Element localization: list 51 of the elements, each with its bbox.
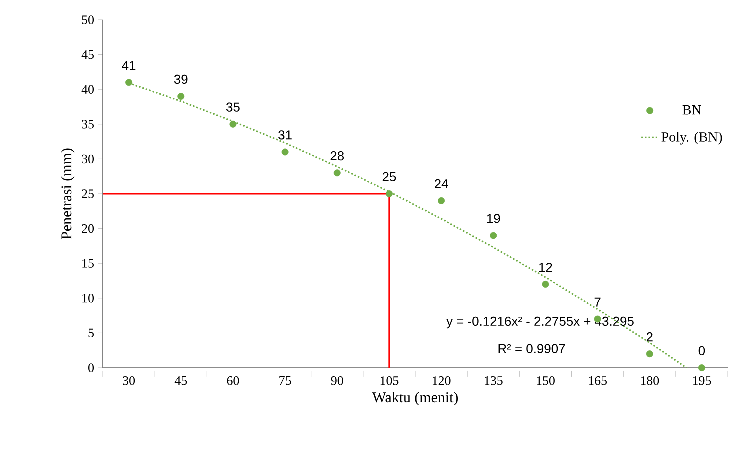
y-tick-label: 10 [82,294,94,303]
x-tick-label: 30 [123,376,136,386]
point [646,350,654,358]
x-tick-label: 75 [280,376,292,386]
y-tick-label: 35 [82,120,94,129]
y-tick-label: 15 [82,259,94,268]
point [126,79,133,86]
point [438,197,446,204]
x-tick-label: 135 [485,376,503,386]
x-tick-label: 150 [537,376,555,386]
data-label: 35 [226,102,240,112]
data-label: 12 [539,262,552,272]
point [282,148,289,156]
y-tick-label: 45 [82,50,94,60]
y-tick-label: 5 [88,328,94,338]
y-tick-label: 30 [82,154,94,164]
x-tick-label: 180 [641,376,660,386]
data-label: 0 [698,346,706,356]
point [542,280,550,288]
y-axis-title: Penetrasi (mm) [61,148,75,240]
y-tick-label: 20 [82,224,94,234]
point [386,190,393,198]
point [230,120,237,128]
y-tick-label: 0 [88,364,94,372]
point [698,364,706,372]
legend-label: BN [682,106,702,115]
point [490,232,498,240]
data-label: 7 [594,298,601,307]
legend-label: Poly. (BN) [662,132,722,145]
data-label: 25 [382,172,396,182]
data-label: 24 [435,179,448,188]
x-tick-label: 105 [380,376,399,386]
y-tick-label: 40 [82,85,94,94]
point [178,93,185,100]
y-tick-label: 25 [82,190,94,198]
data-label: 39 [174,74,188,84]
x-axis-title: Waktu (menit) [372,392,458,406]
x-tick-label: 45 [174,376,188,386]
data-label: 28 [330,151,344,161]
data-label: 31 [278,130,292,140]
annotation: R² = 0.9907 [498,344,566,354]
x-tick-label: 90 [331,376,344,386]
x-tick-label: 165 [589,376,608,386]
x-tick-label: 195 [693,376,712,386]
data-label: 2 [646,332,653,342]
x-tick-label: 120 [432,376,451,386]
data-label: 19 [487,214,500,224]
y-tick-label: 50 [82,16,94,24]
point [334,170,341,177]
x-tick-label: 60 [227,376,240,386]
data-label: 41 [122,61,136,70]
